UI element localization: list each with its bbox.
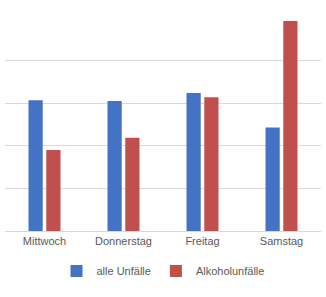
svg-text:Freitag: Freitag [185, 235, 219, 247]
svg-text:Mittwoch: Mittwoch [23, 235, 66, 247]
svg-text:alle Unfälle: alle Unfälle [97, 265, 151, 277]
svg-text:Samstag: Samstag [260, 235, 303, 247]
svg-text:Alkoholunfälle: Alkoholunfälle [196, 265, 265, 277]
svg-text:Donnerstag: Donnerstag [95, 235, 152, 247]
